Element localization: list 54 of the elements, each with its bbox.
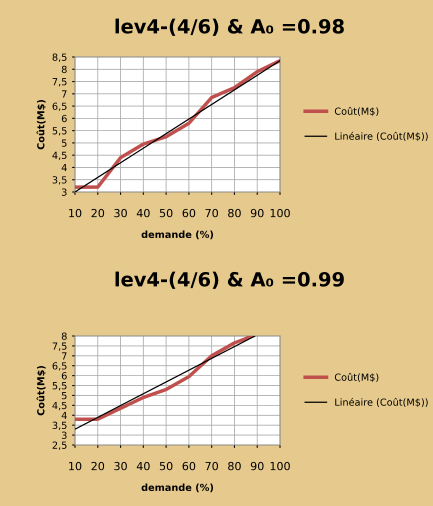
x-tick-label: 90 <box>250 208 264 218</box>
legend-label: Coût(M$) <box>334 106 378 116</box>
x-tick-label: 80 <box>228 462 241 470</box>
y-tick-label: 4 <box>62 164 67 172</box>
y-tick-label: 5,5 <box>52 127 67 136</box>
y-tick-label: 7,5 <box>52 78 67 86</box>
y-tick-label: 6,5 <box>52 102 67 111</box>
y-tick-label: 2,5 <box>52 441 67 450</box>
y-tick-label: 3,5 <box>52 176 67 185</box>
y-tick-label: 7,5 <box>52 342 67 351</box>
y-tick-label: 6 <box>62 114 67 122</box>
chart-title: lev4-(4/6) & A₀ =0.99 <box>116 272 344 289</box>
x-tick-label: 10 <box>69 208 82 218</box>
x-tick-label: 20 <box>92 462 104 470</box>
y-tick-label: 5,5 <box>52 382 67 390</box>
y-tick-label: 6 <box>62 372 67 380</box>
x-tick-label: 100 <box>270 462 290 470</box>
x-tick-label: 40 <box>136 208 150 218</box>
x-tick-label: 90 <box>250 462 264 470</box>
x-tick-label: 70 <box>206 208 218 218</box>
y-tick-label: 3 <box>62 188 67 196</box>
y-tick-label: 7 <box>62 352 67 360</box>
y-axis-title: Coût(M$) <box>36 366 46 416</box>
y-tick-label: 8,5 <box>52 53 67 62</box>
x-tick-label: 30 <box>114 208 127 218</box>
y-tick-label: 5 <box>62 140 67 147</box>
x-tick-label: 50 <box>160 208 172 218</box>
x-axis-title: demande (%) <box>142 230 214 240</box>
y-tick-label: 7 <box>62 90 67 98</box>
y-tick-label: 4,5 <box>52 402 67 410</box>
y-tick-label: 4 <box>62 412 67 419</box>
y-tick-label: 8 <box>62 66 67 74</box>
legend-label: Linéaire (Coût(M$)) <box>335 132 428 142</box>
x-tick-label: 100 <box>270 208 290 218</box>
legend-label: Linéaire (Coût(M$)) <box>335 398 428 408</box>
y-tick-label: 8 <box>62 332 67 340</box>
y-tick-label: 6,5 <box>52 362 67 371</box>
x-axis-title: demande (%) <box>142 484 214 492</box>
x-tick-label: 60 <box>182 208 196 218</box>
x-tick-label: 10 <box>69 462 82 470</box>
x-tick-label: 60 <box>182 462 196 470</box>
x-tick-label: 70 <box>206 462 218 470</box>
y-tick-label: 4,5 <box>52 152 67 160</box>
chart-title: lev4-(4/6) & A₀ =0.98 <box>116 18 344 36</box>
legend-label: Coût(M$) <box>334 372 378 382</box>
x-tick-label: 20 <box>92 208 104 218</box>
y-axis-title: Coût(M$) <box>36 100 46 150</box>
x-tick-label: 80 <box>228 208 241 218</box>
x-tick-label: 30 <box>114 462 127 470</box>
x-tick-label: 40 <box>136 462 150 470</box>
y-tick-label: 3,5 <box>52 422 67 430</box>
y-tick-label: 3 <box>62 432 67 439</box>
x-tick-label: 50 <box>160 462 172 470</box>
y-tick-label: 5 <box>62 392 67 400</box>
